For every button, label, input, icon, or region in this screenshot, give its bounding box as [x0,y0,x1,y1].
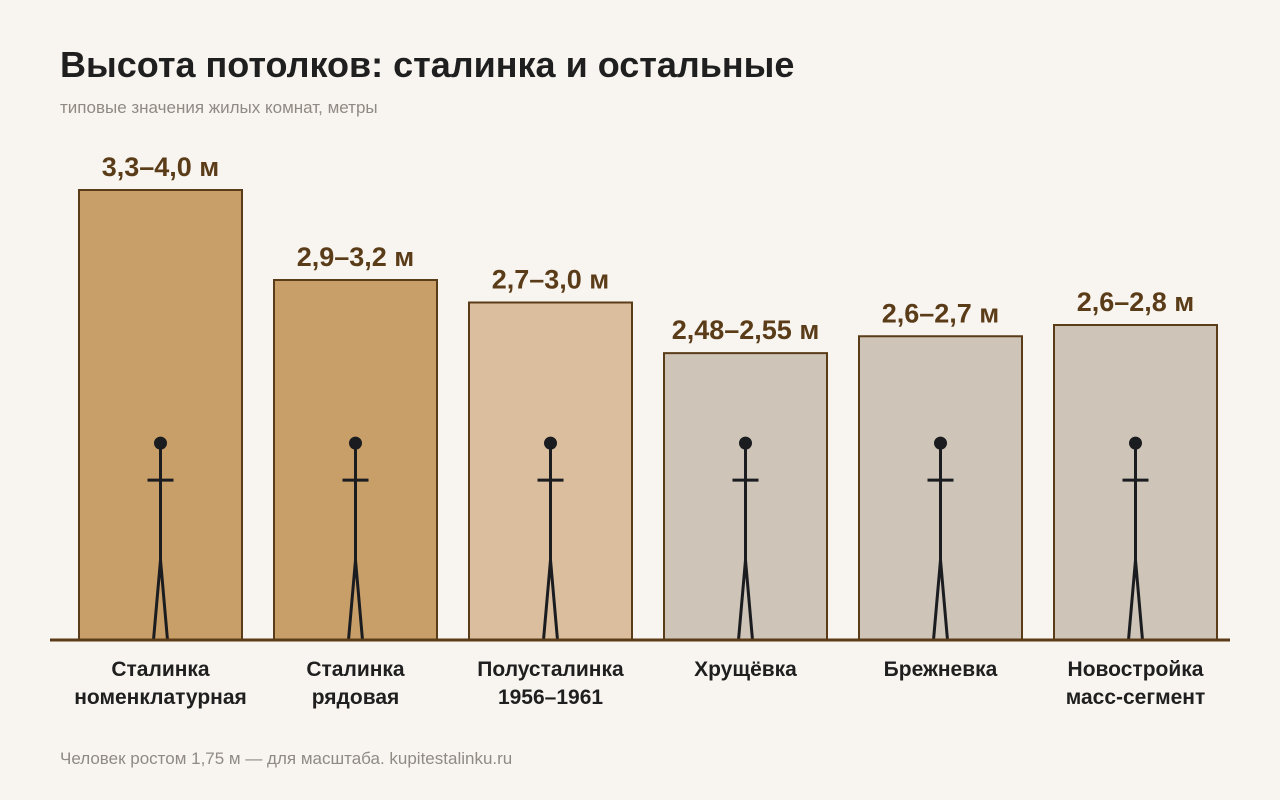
category-label: рядовая [312,686,400,709]
value-label: 2,7–3,0 м [492,265,610,295]
value-label: 2,6–2,8 м [1077,287,1195,317]
category-label: Сталинка [306,658,405,681]
category-label: масс-сегмент [1066,686,1206,709]
chart-footnote: Человек ростом 1,75 м — для масштаба. ku… [60,749,513,768]
value-label: 2,9–3,2 м [297,242,415,272]
person-scale-figure [537,436,564,641]
chart-title: Высота потолков: сталинка и остальные [60,44,795,85]
category-label: 1956–1961 [498,686,603,709]
chart-subtitle: типовые значения жилых комнат, метры [60,98,378,117]
value-label: 3,3–4,0 м [102,152,220,182]
category-label: Сталинка [111,658,210,681]
category-label: Хрущёвка [694,658,797,681]
person-scale-figure [927,436,954,641]
person-scale-figure [342,436,369,641]
person-scale-figure [147,436,174,641]
value-label: 2,48–2,55 м [672,315,820,345]
person-scale-figure [1122,436,1149,641]
category-label: Брежневка [884,658,998,681]
category-label: Новостройка [1068,658,1204,681]
value-label: 2,6–2,7 м [882,298,1000,328]
category-label: номенклатурная [74,686,247,709]
category-label: Полусталинка [477,658,624,681]
person-scale-figure [732,436,759,641]
